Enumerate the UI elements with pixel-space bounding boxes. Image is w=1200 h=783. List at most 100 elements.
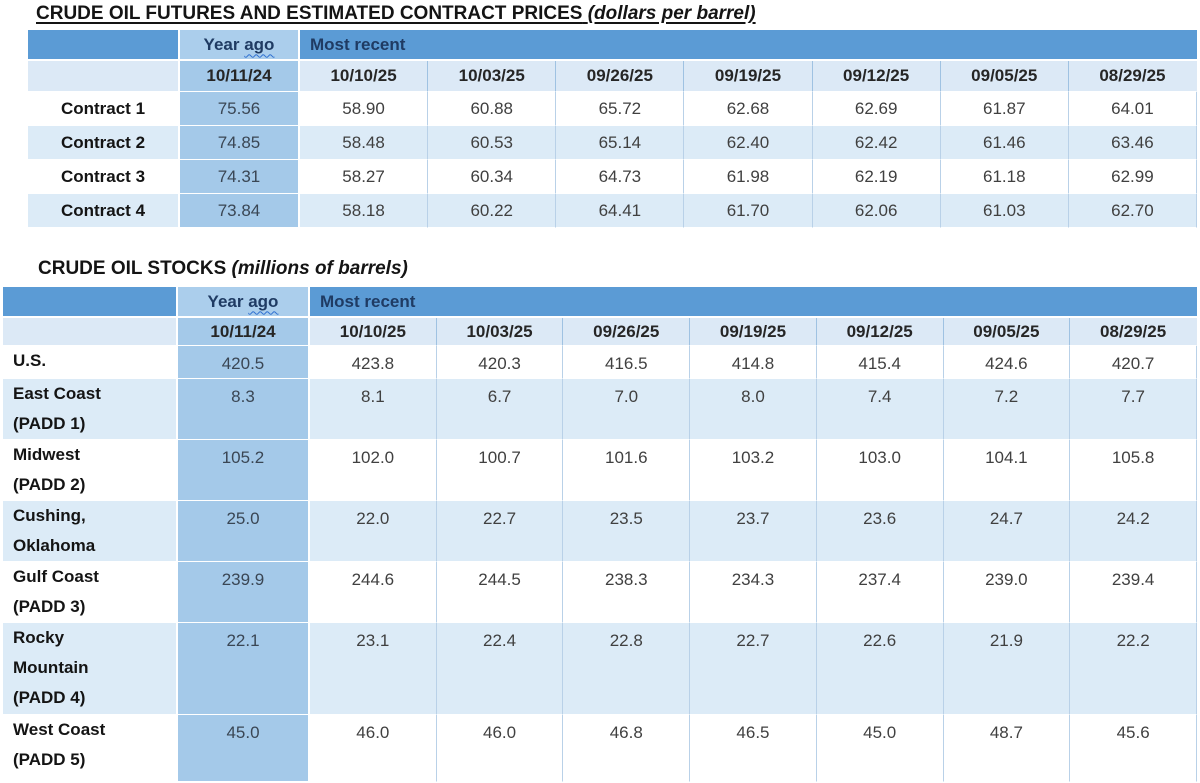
- stocks-title: CRUDE OIL STOCKS (millions of barrels): [38, 258, 408, 280]
- row-label: Contract 3: [28, 160, 180, 194]
- year-ago-value: 8.3: [178, 379, 310, 440]
- stocks-table: Year ago Most recent 10/11/24 10/10/25 1…: [3, 287, 1197, 782]
- stock-value: 22.8: [563, 623, 691, 715]
- stock-value: 239.0: [943, 562, 1071, 623]
- stock-value: 239.4: [1070, 562, 1197, 623]
- stock-value: 23.7: [690, 501, 817, 562]
- price-value: 61.87: [940, 92, 1069, 126]
- stock-value: 24.7: [943, 501, 1071, 562]
- stocks-header-group-row: Year ago Most recent: [3, 287, 1197, 318]
- row-label: Contract 4: [28, 194, 180, 228]
- row-label: Rocky Mountain (PADD 4): [3, 623, 178, 715]
- stock-value: 244.6: [310, 562, 437, 623]
- futures-date-header-row: 10/11/24 10/10/25 10/03/25 09/26/25 09/1…: [28, 61, 1197, 92]
- stock-value: 23.6: [816, 501, 944, 562]
- price-value: 61.03: [940, 194, 1069, 228]
- price-value: 65.14: [556, 126, 685, 160]
- stock-value: 7.2: [943, 379, 1071, 440]
- stock-value: 8.0: [690, 379, 817, 440]
- price-value: 60.22: [428, 194, 557, 228]
- price-value: 64.41: [556, 194, 685, 228]
- futures-title-unit: (dollars per barrel): [587, 3, 756, 24]
- price-value: 58.27: [300, 160, 429, 194]
- stocks-most-recent-header: Most recent: [310, 287, 1197, 318]
- ago-word-with-squiggle: ago: [248, 291, 279, 311]
- stock-value: 420.3: [436, 346, 564, 379]
- price-value: 61.46: [940, 126, 1069, 160]
- stock-value: 23.5: [563, 501, 691, 562]
- row-label: U.S.: [3, 346, 178, 379]
- price-value: 62.68: [684, 92, 813, 126]
- column-header-date: 09/19/25: [690, 318, 817, 346]
- stock-value: 238.3: [563, 562, 691, 623]
- ago-word-with-squiggle: ago: [244, 34, 275, 54]
- stock-value: 237.4: [816, 562, 944, 623]
- row-label: Gulf Coast (PADD 3): [3, 562, 178, 623]
- table-row: Contract 2 74.85 58.48 60.53 65.14 62.40…: [28, 126, 1197, 160]
- column-header-date: 09/26/25: [556, 61, 685, 92]
- table-row: Cushing, Oklahoma 25.0 22.0 22.7 23.5 23…: [3, 501, 1197, 562]
- stock-value: 46.5: [690, 715, 817, 782]
- stock-value: 45.6: [1070, 715, 1197, 782]
- stock-value: 7.0: [563, 379, 691, 440]
- year-ago-value: 73.84: [180, 194, 300, 228]
- stock-value: 102.0: [310, 440, 437, 501]
- stock-value: 105.8: [1070, 440, 1197, 501]
- stock-value: 103.0: [816, 440, 944, 501]
- column-header-date: 09/05/25: [940, 61, 1069, 92]
- stock-value: 23.1: [310, 623, 437, 715]
- stock-value: 424.6: [943, 346, 1071, 379]
- stock-value: 46.0: [310, 715, 437, 782]
- year-ago-value: 22.1: [178, 623, 310, 715]
- stock-value: 46.0: [436, 715, 564, 782]
- price-value: 60.53: [428, 126, 557, 160]
- year-ago-value: 239.9: [178, 562, 310, 623]
- stock-value: 7.4: [816, 379, 944, 440]
- price-value: 62.69: [812, 92, 941, 126]
- stock-value: 234.3: [690, 562, 817, 623]
- table-row: Midwest (PADD 2) 105.2 102.0 100.7 101.6…: [3, 440, 1197, 501]
- price-value: 60.88: [428, 92, 557, 126]
- futures-corner-cell: [28, 30, 180, 61]
- futures-year-ago-header: Year ago: [180, 30, 300, 61]
- futures-header-group-row: Year ago Most recent: [28, 30, 1197, 61]
- stock-value: 21.9: [943, 623, 1071, 715]
- column-header-date: 10/10/25: [310, 318, 437, 346]
- price-value: 64.01: [1068, 92, 1197, 126]
- stock-value: 103.2: [690, 440, 817, 501]
- stock-value: 22.4: [436, 623, 564, 715]
- price-value: 58.18: [300, 194, 429, 228]
- price-value: 62.70: [1068, 194, 1197, 228]
- stock-value: 46.8: [563, 715, 691, 782]
- column-header-date: 10/03/25: [428, 61, 557, 92]
- table-row: East Coast (PADD 1) 8.3 8.1 6.7 7.0 8.0 …: [3, 379, 1197, 440]
- year-ago-value: 74.85: [180, 126, 300, 160]
- stock-value: 6.7: [436, 379, 564, 440]
- stock-value: 22.7: [690, 623, 817, 715]
- table-row: Contract 3 74.31 58.27 60.34 64.73 61.98…: [28, 160, 1197, 194]
- stock-value: 7.7: [1070, 379, 1197, 440]
- price-value: 64.73: [556, 160, 685, 194]
- stock-value: 48.7: [943, 715, 1071, 782]
- year-word: Year: [207, 291, 244, 311]
- stock-value: 414.8: [690, 346, 817, 379]
- price-value: 61.18: [940, 160, 1069, 194]
- stock-value: 244.5: [436, 562, 564, 623]
- table-row: U.S. 420.5 423.8 420.3 416.5 414.8 415.4…: [3, 346, 1197, 379]
- price-value: 62.42: [812, 126, 941, 160]
- stock-value: 45.0: [816, 715, 944, 782]
- stock-value: 423.8: [310, 346, 437, 379]
- column-header-date: 08/29/25: [1068, 61, 1197, 92]
- futures-date-header-spacer: [28, 61, 180, 92]
- price-value: 61.98: [684, 160, 813, 194]
- table-row: Contract 1 75.56 58.90 60.88 65.72 62.68…: [28, 92, 1197, 126]
- column-header-date: 09/19/25: [684, 61, 813, 92]
- stock-value: 101.6: [563, 440, 691, 501]
- futures-year-ago-date: 10/11/24: [180, 61, 300, 92]
- column-header-date: 10/03/25: [436, 318, 564, 346]
- column-header-date: 09/12/25: [812, 61, 941, 92]
- table-row: Contract 4 73.84 58.18 60.22 64.41 61.70…: [28, 194, 1197, 228]
- price-value: 60.34: [428, 160, 557, 194]
- year-ago-value: 75.56: [180, 92, 300, 126]
- stock-value: 100.7: [436, 440, 564, 501]
